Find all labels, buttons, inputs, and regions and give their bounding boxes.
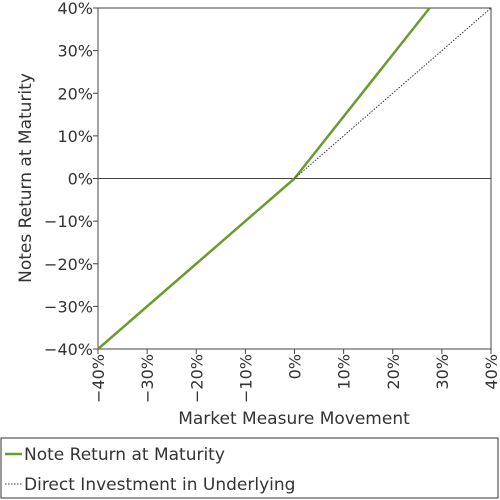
x-tick-label: 20%: [384, 354, 403, 390]
legend-label-direct-investment: Direct Investment in Underlying: [24, 475, 295, 495]
x-tick-label: −20%: [187, 354, 206, 403]
x-tick-label: −30%: [138, 354, 157, 403]
x-tick-label: 30%: [433, 354, 452, 390]
x-axis-title: Market Measure Movement: [178, 409, 410, 429]
legend-label-note-return: Note Return at Maturity: [24, 445, 225, 465]
series-line-1: [294, 7, 492, 179]
y-tick-label: 0%: [68, 170, 93, 189]
y-tick-label: −40%: [44, 340, 93, 359]
x-axis-ticks: −40% −30% −20% −10% 0% 10% 20% 30% 40%: [89, 349, 500, 403]
legend-box: [0, 437, 499, 499]
y-tick-label: 10%: [57, 127, 93, 146]
y-tick-label: 30%: [57, 42, 93, 61]
x-tick-label: 40%: [482, 354, 500, 390]
y-tick-label: −20%: [44, 255, 93, 274]
x-tick-label: −40%: [89, 354, 108, 403]
legend: Note Return at Maturity Direct Investmen…: [0, 437, 499, 499]
y-axis-ticks: 40% 30% 20% 10% 0% −10% −20% −30% −40%: [44, 0, 98, 359]
series-layer: [97, 7, 492, 350]
x-tick-label: 10%: [335, 354, 354, 390]
y-tick-label: −10%: [44, 212, 93, 231]
y-tick-label: 40%: [57, 0, 93, 18]
x-tick-label: 0%: [286, 354, 305, 379]
x-tick-label: −10%: [236, 354, 255, 403]
y-tick-label: −30%: [44, 297, 93, 316]
y-axis-title: Notes Return at Maturity: [16, 73, 36, 283]
y-tick-label: 20%: [57, 84, 93, 103]
